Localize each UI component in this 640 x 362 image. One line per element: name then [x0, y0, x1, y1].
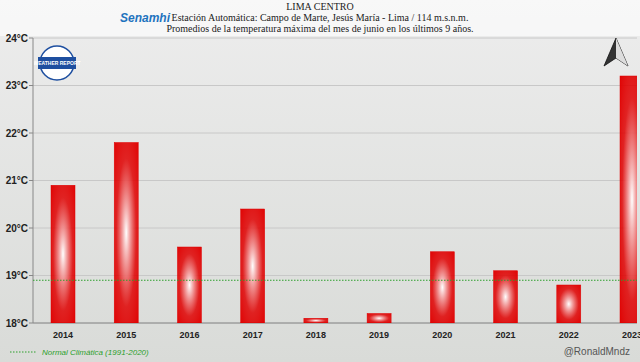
y-tick-label: 19°C — [6, 270, 28, 281]
logo-text: WEATHER REPORT — [33, 60, 80, 66]
tick-mark — [29, 180, 33, 181]
bar — [51, 185, 75, 323]
x-tick-label: 2016 — [179, 330, 199, 340]
y-tick-label: 20°C — [6, 223, 28, 234]
bar — [430, 252, 454, 323]
tick-mark — [29, 275, 33, 276]
x-tick-label: 2023 — [622, 330, 640, 340]
grid-line — [33, 38, 637, 39]
x-tick-label: 2020 — [432, 330, 452, 340]
title: LIMA CENTRO — [286, 1, 354, 12]
x-tick-label: 2017 — [243, 330, 263, 340]
x-tick-label: 2021 — [496, 330, 516, 340]
source-logo: Senamhi — [120, 11, 171, 25]
tick-mark — [29, 228, 33, 229]
tick-mark — [29, 133, 33, 134]
x-tick-label: 2014 — [53, 330, 73, 340]
credit: @RonaldMndz — [564, 346, 630, 357]
y-tick-label: 21°C — [6, 175, 28, 186]
bar — [557, 285, 581, 323]
bar — [494, 271, 518, 323]
bar — [114, 143, 138, 324]
x-tick-label: 2015 — [116, 330, 136, 340]
tick-mark — [29, 38, 33, 39]
header-band — [0, 0, 640, 36]
tick-mark — [29, 85, 33, 86]
north-arrow-half — [616, 38, 628, 66]
y-tick-label: 23°C — [6, 80, 28, 91]
y-tick-label: 22°C — [6, 128, 28, 139]
legend-label: Normal Climática (1991-2020) — [42, 348, 149, 357]
tick-mark — [29, 323, 33, 324]
background — [0, 0, 640, 362]
grid-line — [33, 133, 637, 134]
bar — [241, 209, 265, 323]
x-tick-label: 2018 — [306, 330, 326, 340]
normal-line — [33, 280, 637, 281]
north-arrow — [604, 38, 628, 66]
bar — [620, 76, 637, 323]
y-tick-label: 24°C — [6, 33, 28, 44]
bar — [367, 314, 391, 324]
description: Promedios de la temperatura máxima del m… — [166, 23, 473, 34]
bar — [304, 318, 328, 323]
x-tick-label: 2022 — [559, 330, 579, 340]
y-tick-label: 18°C — [6, 318, 28, 329]
bars — [33, 76, 637, 323]
chart: LIMA CENTROEstación Automática: Campo de… — [0, 0, 640, 362]
legend-swatch — [10, 352, 36, 353]
bar — [177, 247, 201, 323]
subtitle: Estación Automática: Campo de Marte, Jes… — [172, 12, 469, 23]
grid-line — [33, 85, 637, 86]
x-tick-label: 2019 — [369, 330, 389, 340]
